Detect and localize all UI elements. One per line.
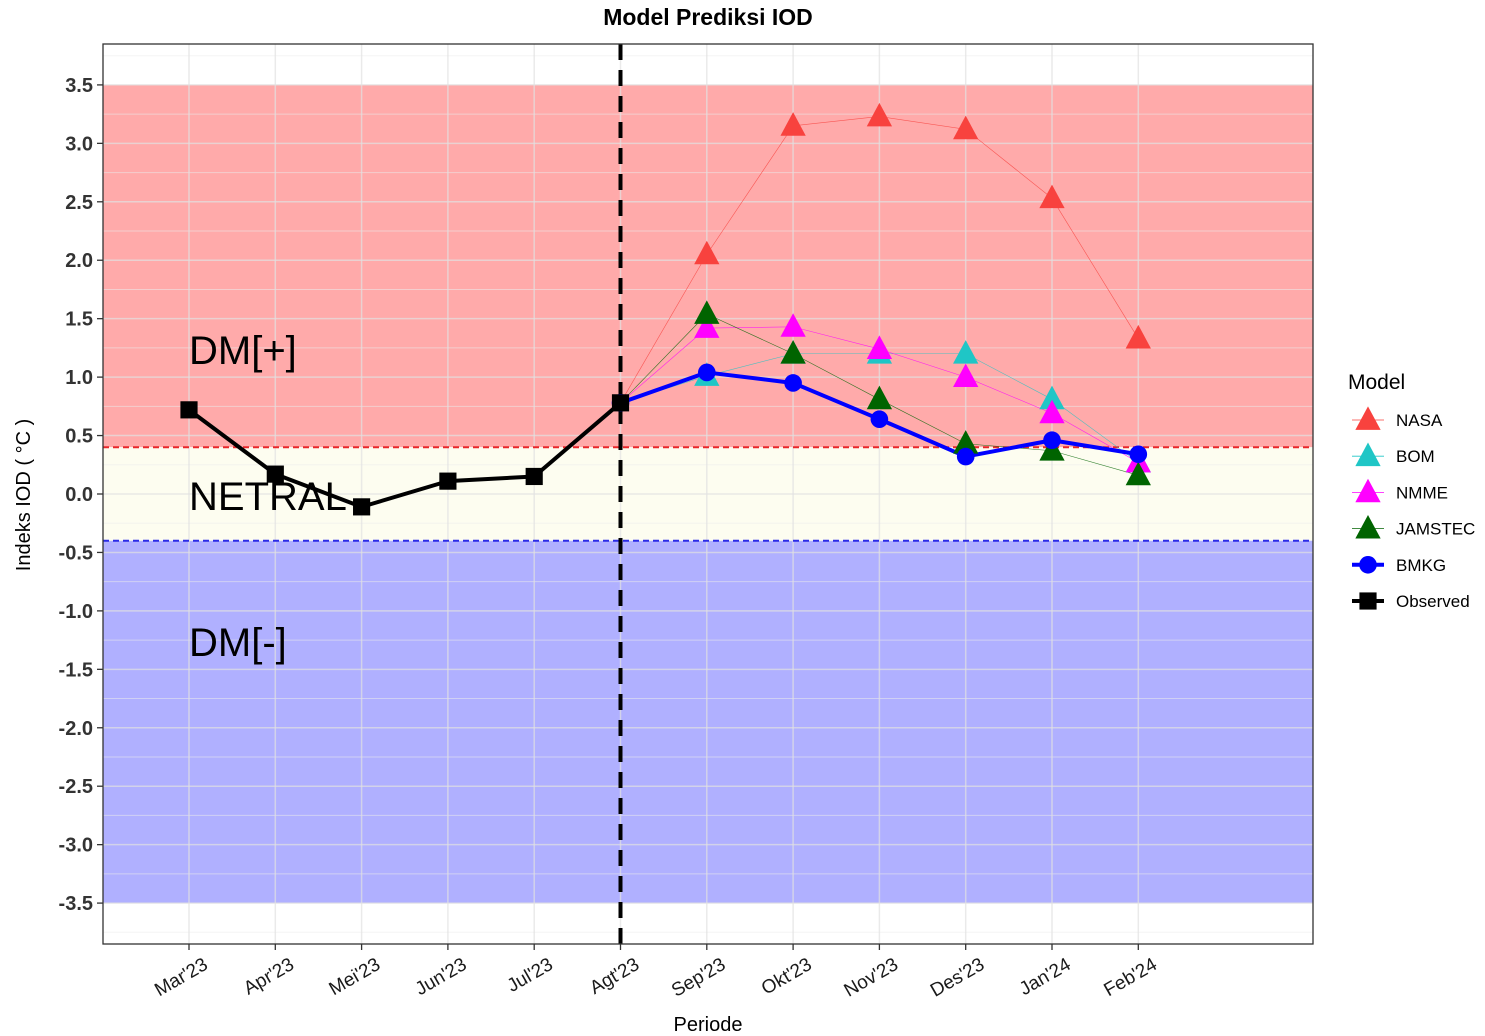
nasa-marker — [866, 102, 893, 127]
zone-band — [103, 84, 1313, 448]
legend-label-jamstec: JAMSTEC — [1396, 520, 1475, 539]
nmme-marker — [1355, 478, 1381, 503]
x-tick-label: Okt'23 — [758, 954, 816, 999]
nasa-marker — [1039, 184, 1065, 209]
y-tick-label: -2.5 — [59, 776, 93, 798]
y-tick-label: 0.5 — [65, 426, 93, 448]
nasa-marker — [694, 240, 720, 265]
y-tick-label: -1.0 — [59, 601, 93, 623]
y-tick-label: 0.0 — [65, 484, 93, 506]
bmkg-marker — [956, 447, 975, 466]
jamstec-marker — [1125, 461, 1151, 486]
x-tick-label: Agt'23 — [586, 954, 643, 999]
bmkg-marker — [784, 374, 802, 392]
zone-band — [103, 540, 1313, 904]
jamstec-marker — [694, 300, 720, 324]
jamstec-marker — [866, 385, 893, 410]
bmkg-marker — [1043, 431, 1061, 450]
bmkg-marker — [1359, 556, 1377, 574]
nasa-marker — [1355, 406, 1381, 430]
x-tick-label: Feb'24 — [1100, 954, 1161, 1001]
observed-marker — [266, 465, 284, 483]
legend-label-nmme: NMME — [1396, 483, 1448, 502]
bmkg-marker — [870, 410, 889, 428]
x-tick-label: Sep'23 — [668, 954, 729, 1001]
legend-label-bmkg: BMKG — [1396, 556, 1446, 575]
nasa-marker — [780, 112, 806, 136]
x-tick-label: Mar'23 — [151, 954, 211, 1001]
x-tick-label: Des'23 — [927, 954, 988, 1001]
legend: Model NASA BOM NMME JAMSTEC BMKG Observed — [1348, 371, 1475, 611]
x-tick-label: Jun'23 — [412, 954, 470, 1000]
nasa-marker — [1125, 324, 1151, 349]
legend-label-nasa: NASA — [1396, 411, 1443, 430]
x-tick-label: Mei'23 — [326, 954, 384, 1000]
y-tick-label: -3.0 — [59, 835, 93, 857]
y-tick-label: -0.5 — [59, 542, 93, 564]
jamstec-marker — [1355, 514, 1381, 539]
x-tick-label: Jul'23 — [504, 954, 557, 997]
bmkg-marker — [1129, 445, 1148, 464]
y-axis-label: Indeks IOD ( °C ) — [13, 419, 35, 571]
nmme-marker — [780, 313, 806, 337]
observed-line — [187, 401, 622, 509]
jamstec-marker — [780, 340, 806, 364]
y-tick-label: 3.5 — [65, 75, 93, 97]
observed-marker — [439, 472, 457, 490]
bmkg-marker — [698, 363, 716, 382]
chart-title: Model Prediksi IOD — [603, 4, 813, 30]
nmme-marker — [694, 314, 720, 338]
bom-marker — [1355, 442, 1381, 467]
x-tick-label: Jan'24 — [1016, 954, 1075, 1000]
zone-label: DM[+] — [189, 329, 297, 373]
y-tick-label: -1.5 — [59, 659, 93, 681]
legend-title: Model — [1348, 371, 1405, 394]
zone-label: DM[-] — [189, 621, 287, 665]
observed-marker — [611, 394, 630, 412]
bom-marker — [1039, 385, 1065, 410]
legend-label-bom: BOM — [1396, 447, 1435, 466]
observed-marker — [180, 401, 198, 419]
x-tick-label: Nov'23 — [841, 954, 902, 1001]
y-tick-label: 1.0 — [65, 367, 93, 389]
x-tick-label: Apr'23 — [240, 954, 298, 999]
observed-marker — [525, 467, 543, 486]
y-tick-label: -2.0 — [59, 718, 93, 740]
nmme-marker — [1039, 399, 1065, 424]
plot-area: DM[+]NETRALDM[-]3.53.02.52.01.51.00.50.0… — [59, 43, 1314, 1002]
y-tick-label: 2.5 — [65, 192, 93, 214]
y-tick-label: 2.0 — [65, 250, 93, 272]
observed-marker — [1359, 592, 1377, 610]
nmme-marker — [866, 335, 893, 359]
bom-marker — [953, 340, 979, 364]
y-tick-label: 1.5 — [65, 309, 93, 331]
nasa-marker — [953, 115, 979, 140]
jamstec-marker — [953, 430, 979, 454]
y-tick-label: 3.0 — [65, 133, 93, 155]
observed-marker — [353, 498, 371, 516]
nmme-marker — [953, 363, 979, 388]
legend-label-observed: Observed — [1396, 592, 1470, 611]
x-axis-label: Periode — [674, 1014, 743, 1036]
y-tick-label: -3.5 — [59, 893, 93, 915]
